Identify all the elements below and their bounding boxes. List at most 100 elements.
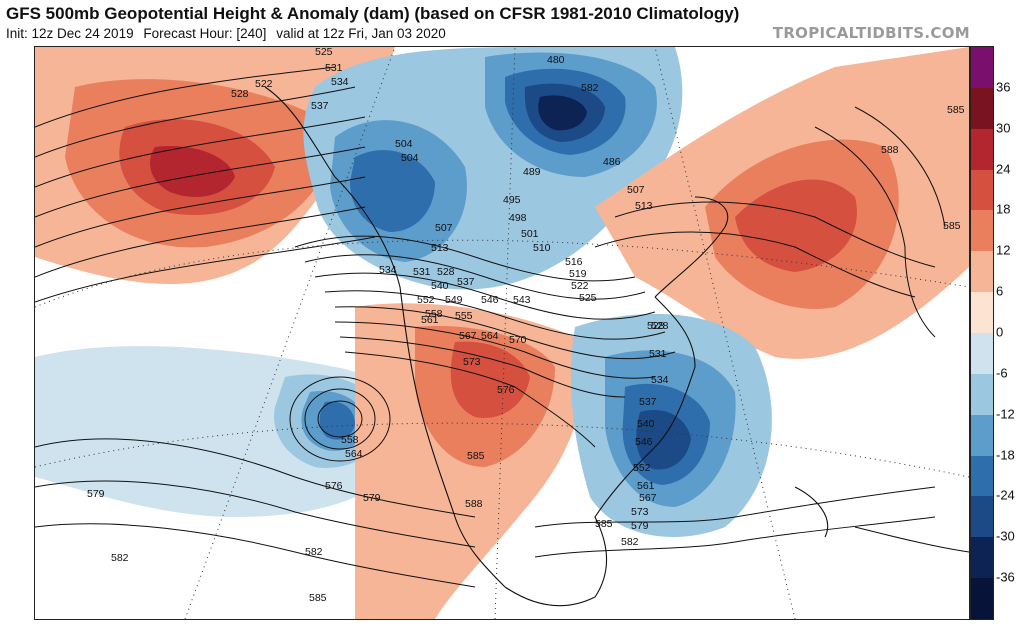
map-svg: 5255315345225285375045044804894864954985… (35, 47, 969, 619)
colorbar-tick-label: -24 (996, 487, 1015, 503)
contour-label: 558 (341, 434, 359, 446)
contour-label: 582 (581, 82, 599, 94)
contour-label: 567 (459, 330, 477, 342)
colorbar-tick-label: -18 (996, 447, 1015, 463)
colorbar-segment (971, 455, 993, 497)
contour-label: 552 (633, 462, 651, 474)
contour-label: 576 (325, 480, 343, 492)
contour-label: 513 (431, 242, 449, 254)
colorbar-tick-label: 12 (996, 242, 1011, 258)
colorbar-segment (971, 333, 993, 375)
colorbar-tick-label: 6 (996, 283, 1004, 299)
contour-label: 501 (521, 228, 539, 240)
colorbar-segment (971, 373, 993, 416)
colorbar-tick-label: -30 (996, 528, 1015, 544)
contour-label: 534 (331, 76, 349, 88)
contour-label: 528 (231, 88, 249, 100)
contour-label: 504 (401, 152, 419, 164)
contour-label: 576 (497, 384, 515, 396)
contour-label: 489 (523, 166, 541, 178)
contour-label: 582 (305, 546, 323, 558)
contour-label: 588 (465, 498, 483, 510)
contour-label: 558 (425, 308, 443, 320)
colorbar-tick-label: 18 (996, 201, 1011, 217)
map-panel: 525 531 534 522 528 537 504 504 480 489 486 495 498 5… (34, 46, 970, 620)
colorbar-tick-label: 0 (996, 324, 1004, 340)
colorbar-segment (971, 537, 993, 579)
contour-label: 528 (647, 320, 665, 332)
init-time: Init: 12z Dec 24 2019 (6, 26, 134, 41)
colorbar-tick-label: 24 (996, 161, 1011, 177)
colorbar-segment (971, 87, 993, 130)
colorbar-segment (971, 47, 993, 89)
contour-label: 546 (481, 294, 499, 306)
contour-label: 525 (579, 292, 597, 304)
contour-label: 579 (363, 492, 381, 504)
contour-label: 567 (639, 492, 657, 504)
contour-label: 573 (463, 356, 481, 368)
contour-label: 579 (87, 488, 105, 500)
contour-label: 561 (637, 480, 655, 492)
colorbar-tick-label: -36 (996, 569, 1015, 585)
contour-label: 495 (503, 194, 521, 206)
anomaly-shading (35, 47, 969, 619)
contour-label: 573 (631, 506, 649, 518)
chart-subtitle: Init: 12z Dec 24 2019 Forecast Hour: [24… (6, 26, 452, 41)
colorbar (970, 46, 994, 620)
contour-label: 564 (345, 448, 363, 460)
colorbar-segment (971, 414, 993, 457)
colorbar-segment (971, 128, 993, 171)
contour-label: 516 (565, 256, 583, 268)
contour-label: 549 (445, 294, 463, 306)
colorbar-segment (971, 292, 993, 334)
colorbar-tick-label: 36 (996, 79, 1011, 95)
contour-label: 522 (255, 78, 273, 90)
colorbar-segment (971, 578, 993, 620)
contour-label: 498 (509, 212, 527, 224)
contour-label: 552 (417, 294, 435, 306)
contour-label: 537 (311, 100, 329, 112)
forecast-hour: Forecast Hour: [240] (143, 26, 267, 41)
colorbar-segment (971, 251, 993, 293)
contour-label: 585 (309, 592, 327, 604)
contour-label-group: 5255315345225285375045044804894864954985… (87, 47, 965, 604)
contour-label: 582 (111, 552, 129, 564)
contour-label: 537 (457, 276, 475, 288)
contour-label: 531 (413, 266, 431, 278)
contour-label: 588 (881, 144, 899, 156)
colorbar-segment (971, 210, 993, 252)
contour-label: 519 (569, 268, 587, 280)
contour-label: 564 (481, 330, 499, 342)
contour-label: 531 (325, 62, 343, 74)
contour-label: 540 (637, 418, 655, 430)
contour-label: 546 (635, 436, 653, 448)
contour-label: 486 (603, 156, 621, 168)
contour-label: 531 (649, 348, 667, 360)
contour-label: 585 (943, 220, 961, 232)
chart-title: GFS 500mb Geopotential Height & Anomaly … (6, 4, 740, 23)
colorbar-labels: 36 30 24 18 12 6 0 -6 -12 -18 -24 -30 -36 (994, 46, 1024, 618)
contour-label: 510 (533, 242, 551, 254)
contour-label: 561 (421, 314, 439, 326)
colorbar-tick-label: 30 (996, 120, 1011, 136)
colorbar-tick-label: -6 (996, 365, 1008, 381)
contour-label: 507 (627, 184, 645, 196)
contour-label: 585 (467, 450, 485, 462)
contour-label: 522 (571, 280, 589, 292)
contour-label: 525 (315, 47, 333, 58)
contour-label: 570 (509, 334, 527, 346)
valid-time: valid at 12z Fri, Jan 03 2020 (276, 26, 446, 41)
contour-label: 480 (547, 54, 565, 66)
contour-label: 555 (455, 310, 473, 322)
contour-label: 537 (639, 396, 657, 408)
contour-label: 528 (437, 266, 455, 278)
contour-label: 585 (595, 518, 613, 530)
contour-label: 507 (435, 222, 453, 234)
contour-label: 504 (395, 138, 413, 150)
contour-label: 513 (635, 200, 653, 212)
contour-label: 534 (651, 374, 669, 386)
colorbar-segment (971, 496, 993, 538)
contour-label: 528 (651, 320, 669, 332)
brand-watermark[interactable]: TROPICALTIDBITS.COM (772, 24, 970, 42)
contour-label: 585 (947, 104, 965, 116)
